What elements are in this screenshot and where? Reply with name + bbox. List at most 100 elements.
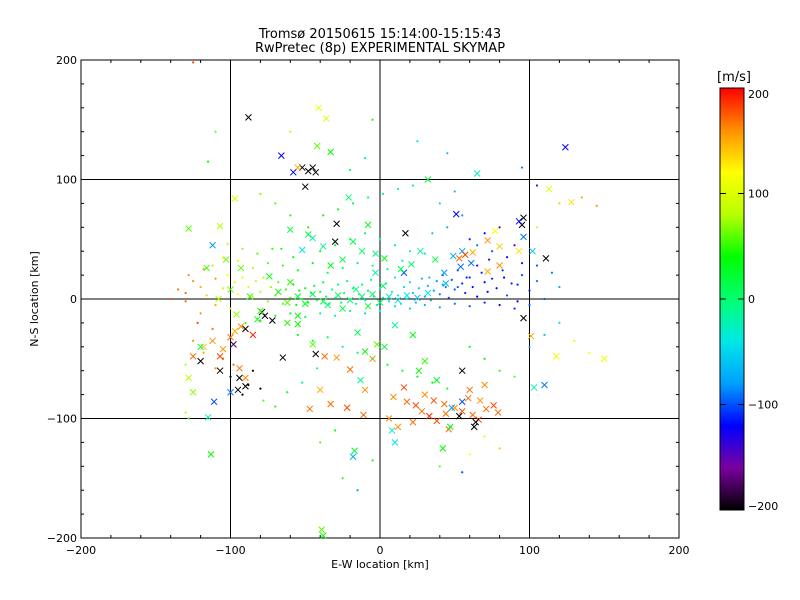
data-point-x [189,353,197,360]
data-point-dot [550,271,554,274]
data-point-x [372,250,379,257]
data-point-x [394,296,402,304]
data-point-dot [393,276,397,279]
data-point-dot [286,391,289,394]
data-point-dot [520,166,524,169]
data-point-dot [369,278,373,281]
data-point-dot [399,302,403,305]
data-point-dot [221,257,225,260]
x-tick-label: −100 [215,544,245,557]
data-point-x [319,532,327,539]
data-point-x [301,300,309,308]
data-point-x [294,320,302,328]
data-point-x [484,237,491,244]
x-tick-label: 0 [377,544,384,557]
data-point-x [473,170,481,177]
data-point-x [203,264,210,272]
data-point-dot [480,271,483,274]
data-point-dot [476,244,479,247]
data-point-x [219,345,227,353]
data-point-dot [233,281,237,284]
data-point-dot [319,290,322,293]
data-point-x [541,381,548,389]
data-point-dot [423,252,426,255]
data-point-dot [187,274,190,277]
data-point-x [530,384,538,391]
data-point-x [327,262,335,269]
y-tick-label: −100 [47,413,77,426]
x-tick-label: 100 [519,544,540,557]
data-point-x [458,398,466,406]
data-point-dot [341,477,344,480]
data-point-dot [543,297,546,301]
y-tick-label: 100 [56,174,77,187]
data-point-x [458,407,466,415]
data-point-dot [292,283,295,286]
data-point-dot [401,369,404,372]
x-axis-label: E-W location [km] [331,558,429,571]
data-point-x [309,341,317,348]
data-point-dot [516,283,519,286]
data-point-dot [483,435,486,438]
data-point-dot [441,283,444,286]
data-point-dot [296,269,299,272]
data-point-dot [322,281,325,284]
data-point-dot [411,291,414,295]
data-point-x [520,233,527,241]
data-point-x [197,343,204,351]
data-point-dot [423,303,426,307]
data-point-dot [311,262,314,265]
data-point-dot [229,307,232,310]
colorbar-tick-label: −200 [748,500,778,513]
data-point-dot [262,276,265,279]
data-point-x [358,247,366,255]
data-point-x [421,391,429,398]
data-point-x [388,427,396,434]
data-point-dot [491,250,494,253]
data-point-dot [456,269,459,272]
data-point-x [189,388,197,396]
data-point-dot [441,274,444,277]
data-point-dot [226,274,229,277]
data-point-dot [351,202,355,205]
data-point-x [216,367,224,375]
data-point-dot [363,156,367,160]
data-point-x [385,293,393,300]
data-point-x [482,405,490,413]
data-point-x [433,417,441,425]
data-point-dot [241,393,244,396]
data-point-dot [192,279,195,283]
data-point-x [400,384,408,391]
data-point-x [467,259,475,267]
data-point-x [215,295,222,303]
data-point-dot [438,306,441,309]
data-point-dot [202,351,205,354]
data-point-x [562,143,569,151]
data-point-dot [277,281,280,284]
data-point-x [246,293,254,300]
data-point-x [418,407,426,415]
data-point-dot [334,314,337,317]
data-point-dot [343,291,346,295]
data-point-dot [378,309,382,313]
data-point-x [446,423,454,431]
data-point-dot [505,256,509,259]
data-point-dot [438,465,441,468]
data-point-dot [184,291,187,295]
data-point-x [391,439,399,446]
data-point-x [294,312,302,320]
data-point-dot [375,303,379,307]
data-point-x [364,302,372,310]
data-point-x [373,341,381,348]
data-point-dot [326,271,329,274]
data-point-dot [431,381,434,384]
data-point-dot [510,282,513,285]
data-point-x [318,526,326,533]
data-point-dot [363,232,367,235]
data-point-dot [447,296,450,299]
data-point-x [496,262,503,269]
data-point-dot [461,214,464,217]
data-point-dot [254,279,258,283]
data-point-dot [351,287,355,290]
data-point-x [440,400,448,408]
